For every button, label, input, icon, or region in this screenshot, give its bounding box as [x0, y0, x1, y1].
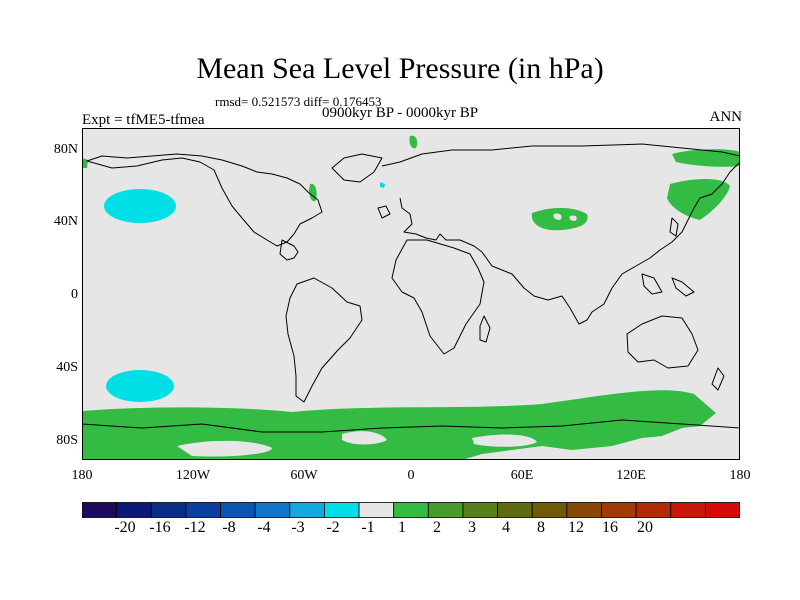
- colorbar-swatch: [670, 502, 706, 518]
- colorbar-label: 4: [502, 519, 510, 536]
- colorbar-swatch: [185, 502, 221, 518]
- colorbar-label: 8: [537, 519, 545, 536]
- lon-label-180e: 180: [729, 468, 751, 483]
- cyan-anomaly-south-pacific: [106, 370, 174, 402]
- coast-south-america: [285, 277, 363, 403]
- map-title: Mean Sea Level Pressure (in hPa): [196, 52, 604, 85]
- green-anomaly-svalbard: [409, 135, 418, 149]
- coast-eurasia: [399, 161, 740, 325]
- colorbar-label: 20: [637, 519, 653, 536]
- coast-new-zealand: [711, 367, 725, 391]
- coast-new-guinea: [671, 277, 695, 297]
- lon-label-180w: 180: [71, 468, 93, 483]
- green-anomaly-siberia: [667, 179, 730, 220]
- colorbar-label: -2: [326, 519, 340, 536]
- map-frame: [82, 128, 740, 460]
- coast-japan: [669, 217, 679, 237]
- colorbar-label: -1: [361, 519, 375, 536]
- coast-gulf-of-mexico: [279, 239, 299, 261]
- colorbar-label: -20: [114, 519, 136, 536]
- colorbar-label: 1: [398, 519, 406, 536]
- colorbar-swatch: [254, 502, 291, 518]
- colorbar-swatch: [150, 502, 187, 518]
- lon-label-60e: 60E: [510, 468, 534, 483]
- coast-greenland: [331, 153, 383, 183]
- season-label: ANN: [709, 109, 743, 125]
- neutral-hole-east-antarctica: [472, 434, 537, 447]
- lon-label-0: 0: [407, 468, 415, 483]
- colorbar-swatch: [462, 502, 498, 518]
- lat-label-80s: 80S: [56, 433, 78, 448]
- colorbar-label: -3: [291, 519, 305, 536]
- colorbar-label: 3: [468, 519, 476, 536]
- colorbar-swatch: [566, 502, 602, 518]
- coast-australia: [626, 315, 699, 369]
- coast-antarctica: [82, 419, 740, 433]
- coast-north-america: [86, 153, 323, 247]
- stats-label: rmsd= 0.521573 diff= 0.176453: [215, 94, 382, 109]
- cyan-anomaly-atlantic: [380, 182, 385, 188]
- colorbar-swatch: [289, 502, 325, 518]
- colorbar-swatch: [393, 502, 429, 518]
- colorbar-swatch: [704, 502, 740, 518]
- world-map: [82, 128, 740, 460]
- anomaly-fills: [82, 135, 740, 460]
- colorbar-label: 16: [602, 519, 618, 536]
- coast-madagascar: [479, 315, 491, 343]
- lat-label-80n: 80N: [53, 142, 78, 157]
- colorbar-swatch: [497, 502, 533, 518]
- green-anomaly-bering: [82, 158, 88, 168]
- colorbar-swatch: [635, 502, 672, 518]
- neutral-hole-ross: [177, 440, 272, 457]
- colorbar: [82, 502, 740, 518]
- lat-label-40s: 40S: [56, 360, 78, 375]
- colorbar-label: -8: [222, 519, 236, 536]
- neutral-hole-asia-1: [553, 213, 562, 220]
- colorbar-swatch: [427, 502, 464, 518]
- period-label: 0900kyr BP - 0000kyr BP: [322, 105, 479, 121]
- colorbar-label: 2: [433, 519, 441, 536]
- colorbar-label: -16: [149, 519, 171, 536]
- neutral-hole-weddell: [342, 431, 387, 445]
- colorbar-label: -4: [257, 519, 271, 536]
- neutral-hole-asia-2: [569, 215, 577, 221]
- experiment-label: Expt = tfME5-tfmea: [82, 112, 205, 128]
- colorbar-label: 12: [568, 519, 584, 536]
- cyan-anomaly-north-pacific: [104, 189, 176, 223]
- coast-africa: [391, 239, 485, 355]
- colorbar-swatch: [601, 502, 637, 518]
- lat-label-40n: 40N: [53, 214, 78, 229]
- coast-arctic: [381, 143, 740, 167]
- green-anomaly-arctic: [672, 149, 740, 167]
- lon-label-120w: 120W: [175, 468, 211, 483]
- colorbar-swatch: [82, 502, 118, 518]
- colorbar-swatch: [324, 502, 360, 518]
- colorbar-swatch: [358, 502, 395, 518]
- coast-borneo: [641, 273, 663, 295]
- colorbar-swatch: [116, 502, 152, 518]
- coast-british-isles: [377, 205, 391, 219]
- colorbar-swatch: [531, 502, 568, 518]
- colorbar-label: -12: [184, 519, 206, 536]
- colorbar-swatch: [220, 502, 256, 518]
- lon-label-120e: 120E: [616, 468, 646, 483]
- lon-label-60w: 60W: [290, 468, 318, 483]
- coastlines: [82, 143, 740, 433]
- lat-label-0: 0: [71, 287, 78, 302]
